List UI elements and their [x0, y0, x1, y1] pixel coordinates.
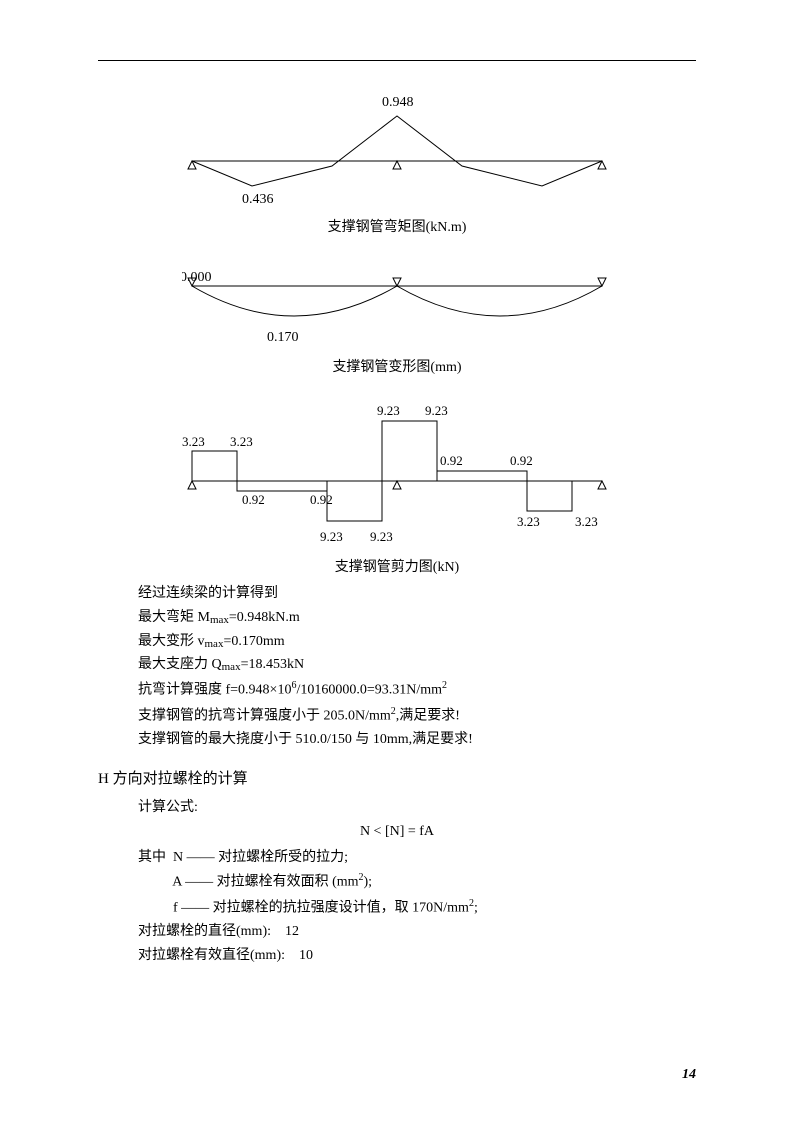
page-number: 14 [682, 1067, 696, 1083]
deformation-diagram: 0.000 0.170 [182, 266, 612, 351]
shear-l3: 0.92 [242, 492, 265, 507]
calc-results: 经过连续梁的计算得到 最大弯矩 Mmax=0.948kN.m 最大变形 vmax… [138, 582, 696, 752]
shear-diagram: 3.23 3.23 0.92 0.92 9.23 9.23 9.23 9.23 … [182, 396, 612, 551]
calc-line-2: 最大弯矩 Mmax=0.948kN.m [138, 606, 696, 630]
moment-peak-label: 0.948 [382, 95, 414, 110]
bolt-formula: N < [N] = fA [98, 824, 696, 840]
calc-line-5: 抗弯计算强度 f=0.948×106/10160000.0=93.31N/mm2 [138, 677, 696, 702]
bolt-where-f: f —— 对拉螺栓的抗拉强度设计值，取 170N/mm2; [138, 895, 696, 920]
shear-l11: 3.23 [517, 514, 540, 529]
bolt-sub1: 计算公式: [138, 796, 696, 820]
deform-top-label: 0.000 [182, 270, 212, 285]
shear-l9: 0.92 [440, 453, 463, 468]
calc-line-6: 支撑钢管的抗弯计算强度小于 205.0N/mm2,满足要求! [138, 703, 696, 728]
bolt-block: 计算公式: [138, 796, 696, 820]
moment-bottom-label: 0.436 [242, 192, 274, 207]
deformation-caption: 支撑钢管变形图(mm) [98, 356, 696, 376]
bolt-eff-diameter: 对拉螺栓有效直径(mm): 10 [138, 944, 696, 968]
bolt-where-a: A —— 对拉螺栓有效面积 (mm2); [138, 869, 696, 894]
calc-line-3: 最大变形 vmax=0.170mm [138, 630, 696, 654]
shear-l1: 3.23 [182, 434, 205, 449]
shear-caption: 支撑钢管剪力图(kN) [98, 556, 696, 576]
section-h-heading: H 方向对拉螺栓的计算 [98, 767, 696, 788]
shear-l6: 9.23 [370, 529, 393, 544]
bolt-where-n: 其中 N —— 对拉螺栓所受的拉力; [138, 846, 696, 870]
bolt-diameter: 对拉螺栓的直径(mm): 12 [138, 920, 696, 944]
shear-l2: 3.23 [230, 434, 253, 449]
shear-l5: 9.23 [320, 529, 343, 544]
shear-l8: 9.23 [425, 403, 448, 418]
shear-l10: 0.92 [510, 453, 533, 468]
moment-diagram: 0.948 0.436 [182, 91, 612, 211]
moment-caption: 支撑钢管弯矩图(kN.m) [98, 216, 696, 236]
shear-l12: 3.23 [575, 514, 598, 529]
top-rule [98, 60, 696, 61]
shear-l4: 0.92 [310, 492, 333, 507]
calc-line-4: 最大支座力 Qmax=18.453kN [138, 653, 696, 677]
deform-bottom-label: 0.170 [267, 330, 299, 345]
shear-l7: 9.23 [377, 403, 400, 418]
bolt-where: 其中 N —— 对拉螺栓所受的拉力; A —— 对拉螺栓有效面积 (mm2); … [138, 846, 696, 968]
calc-line-7: 支撑钢管的最大挠度小于 510.0/150 与 10mm,满足要求! [138, 728, 696, 752]
calc-line-1: 经过连续梁的计算得到 [138, 582, 696, 606]
